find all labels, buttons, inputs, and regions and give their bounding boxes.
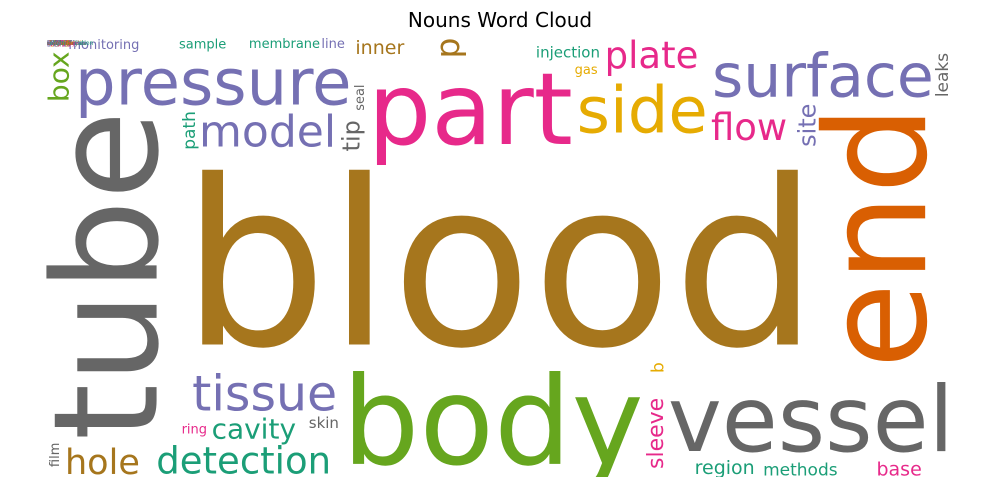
word-line: line (321, 37, 344, 52)
word-body: body (342, 351, 644, 477)
word-box: box (45, 51, 75, 102)
word-injection: injection (536, 44, 600, 62)
word-region: region (695, 457, 755, 477)
chart-title: Nouns Word Cloud (0, 8, 1000, 32)
word-tip: tip (337, 120, 365, 151)
word-skin: skin (309, 414, 339, 432)
word-plate: plate (605, 37, 699, 77)
word-membrane: membrane (249, 37, 320, 52)
word-side: side (577, 74, 708, 148)
word-sleeve: sleeve (644, 398, 669, 469)
word-flow: flow (711, 106, 787, 149)
word-cloud: bloodtubeendbodypartleakagevesselsidepre… (45, 37, 955, 477)
word-part: part (368, 51, 573, 168)
word-sample: sample (179, 37, 226, 52)
word-b: b (648, 362, 668, 373)
word-ring: ring (182, 423, 207, 438)
word-site: site (794, 104, 822, 147)
word-fibre: fibre (47, 40, 61, 47)
word-surface: surface (712, 42, 934, 112)
word-film: film (48, 443, 63, 467)
word-leaks: leaks (933, 53, 953, 97)
word-methods: methods (763, 460, 838, 477)
word-tube: tube (45, 110, 192, 440)
word-model: model (199, 106, 336, 157)
word-gas: gas (575, 63, 598, 78)
word-inner: inner (355, 37, 404, 59)
word-hole: hole (65, 443, 140, 477)
word-path: path (180, 111, 200, 150)
word-p: p (428, 38, 467, 59)
word-seal: seal (353, 84, 368, 110)
word-cavity: cavity (212, 413, 296, 446)
word-base: base (876, 458, 921, 477)
word-cloud-words: bloodtubeendbodypartleakagevesselsidepre… (45, 37, 955, 477)
